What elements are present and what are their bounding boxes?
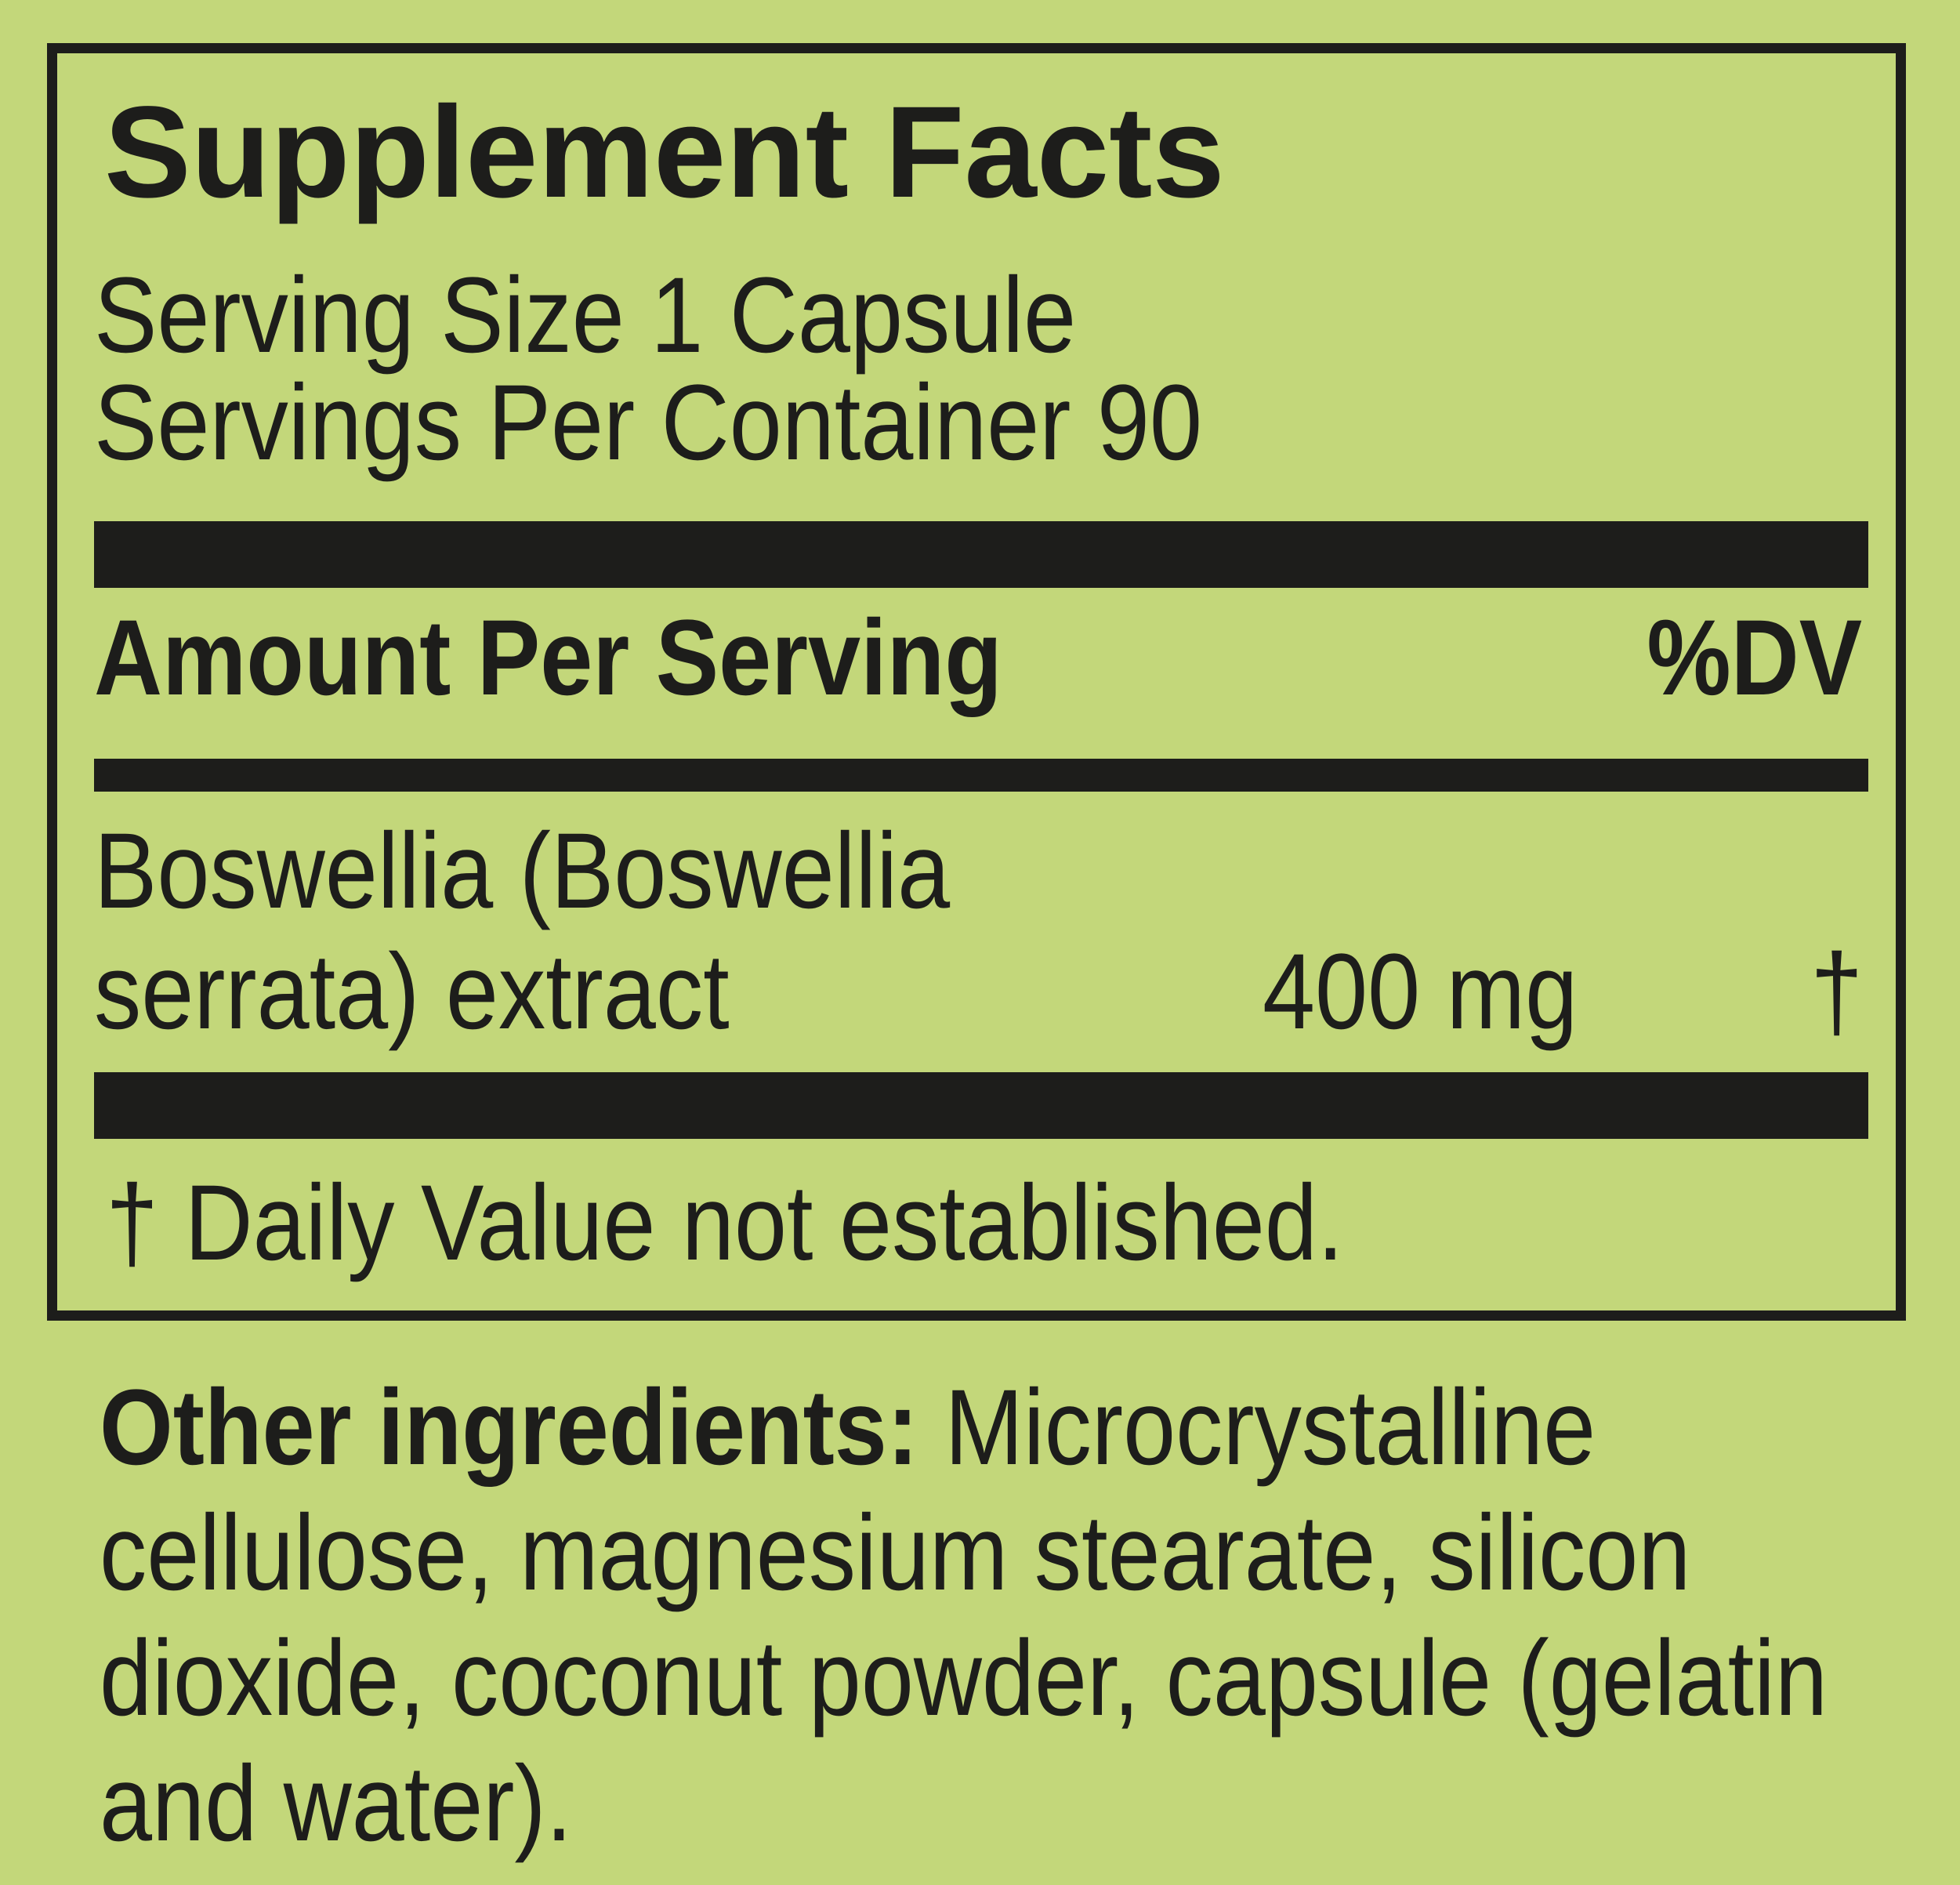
daily-value-footnote: † Daily Value not established. xyxy=(106,1163,1344,1283)
serving-size-line: Serving Size 1 Capsule xyxy=(94,256,1077,375)
other-ingredients-line1: Other ingredients: Microcrystalline xyxy=(100,1365,1828,1491)
supplement-facts-title: Supplement Facts xyxy=(104,80,1225,225)
divider-bar-mid xyxy=(94,759,1868,792)
ingredient-name-line2: serrata) extract xyxy=(94,932,730,1052)
servings-per-container-line: Servings Per Container 90 xyxy=(94,363,1202,483)
other-ingredients-paragraph: Other ingredients: Microcrystalline cell… xyxy=(100,1365,1960,1867)
dv-header: %DV xyxy=(1647,598,1862,718)
divider-bar-bottom xyxy=(94,1072,1868,1139)
ingredient-name-line1: Boswellia (Boswellia xyxy=(94,811,951,931)
supplement-facts-panel xyxy=(47,43,1906,1321)
ingredient-amount: 400 mg xyxy=(1263,932,1578,1052)
other-ingredients-line2: cellulose, magnesium stearate, silicon xyxy=(100,1493,1691,1613)
other-ingredients-line1-rest: Microcrystalline xyxy=(918,1368,1596,1488)
divider-bar-top xyxy=(94,521,1868,588)
other-ingredients-line4: and water). xyxy=(100,1744,573,1864)
ingredient-dv-symbol: † xyxy=(1810,932,1863,1052)
other-ingredients-line3: dioxide, coconut powder, capsule (gelati… xyxy=(100,1619,1828,1738)
amount-per-serving-header: Amount Per Serving xyxy=(94,598,1002,718)
other-ingredients-label: Other ingredients: xyxy=(100,1368,918,1488)
